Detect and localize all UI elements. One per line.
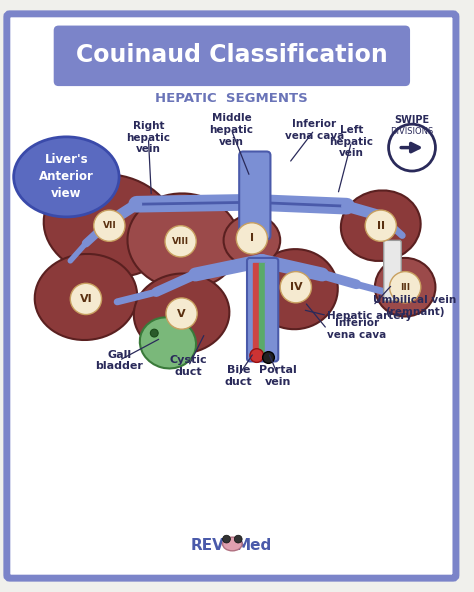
Text: Portal
vein: Portal vein: [259, 365, 297, 387]
Circle shape: [223, 535, 230, 543]
Circle shape: [389, 124, 436, 171]
Text: DIVISIONS: DIVISIONS: [391, 127, 434, 136]
Text: Middle
hepatic
vein: Middle hepatic vein: [210, 114, 254, 147]
Circle shape: [234, 535, 242, 543]
Circle shape: [94, 210, 125, 242]
Ellipse shape: [134, 274, 229, 353]
Circle shape: [250, 349, 264, 362]
Text: Left
hepatic
vein: Left hepatic vein: [329, 125, 374, 158]
Circle shape: [280, 272, 311, 303]
Ellipse shape: [224, 215, 280, 266]
Text: Right
hepatic
vein: Right hepatic vein: [127, 121, 170, 155]
Text: Inferior
vena cava: Inferior vena cava: [327, 318, 386, 340]
Text: Bile
duct: Bile duct: [224, 365, 252, 387]
Text: IV: IV: [290, 282, 302, 292]
Text: VII: VII: [102, 221, 116, 230]
Text: REV: REV: [191, 539, 225, 554]
Text: Couinaud Classification: Couinaud Classification: [75, 43, 387, 67]
FancyBboxPatch shape: [7, 14, 456, 578]
Ellipse shape: [252, 249, 338, 329]
Circle shape: [70, 284, 101, 314]
Ellipse shape: [140, 317, 196, 368]
Text: Med: Med: [236, 539, 272, 554]
Circle shape: [365, 210, 396, 242]
Text: VIII: VIII: [172, 237, 189, 246]
Circle shape: [166, 298, 197, 329]
Text: Umbilical vein
(remnant): Umbilical vein (remnant): [373, 295, 456, 317]
Text: II: II: [377, 221, 385, 231]
Circle shape: [263, 352, 274, 363]
FancyBboxPatch shape: [54, 25, 410, 86]
Ellipse shape: [35, 254, 137, 340]
FancyBboxPatch shape: [383, 240, 401, 301]
Text: Liver's
Anterior
view: Liver's Anterior view: [39, 153, 94, 200]
Circle shape: [165, 226, 196, 257]
Text: HEPATIC  SEGMENTS: HEPATIC SEGMENTS: [155, 92, 308, 105]
Text: I: I: [250, 233, 254, 243]
Circle shape: [390, 272, 421, 303]
Text: III: III: [400, 283, 410, 292]
Ellipse shape: [128, 194, 240, 289]
Circle shape: [236, 223, 267, 254]
Ellipse shape: [375, 258, 436, 317]
FancyBboxPatch shape: [239, 152, 271, 239]
Ellipse shape: [14, 137, 119, 217]
Text: Gall
bladder: Gall bladder: [95, 350, 143, 371]
Text: Inferior
vena cava: Inferior vena cava: [285, 119, 344, 141]
Circle shape: [150, 329, 158, 337]
Text: Hepatic artery: Hepatic artery: [327, 311, 412, 320]
Text: SWIPE: SWIPE: [394, 115, 429, 126]
Text: V: V: [177, 308, 186, 318]
Ellipse shape: [341, 191, 420, 261]
Text: VI: VI: [80, 294, 92, 304]
Ellipse shape: [44, 174, 175, 277]
Ellipse shape: [223, 537, 242, 551]
Text: Cystic
duct: Cystic duct: [170, 355, 207, 377]
FancyBboxPatch shape: [247, 258, 278, 361]
